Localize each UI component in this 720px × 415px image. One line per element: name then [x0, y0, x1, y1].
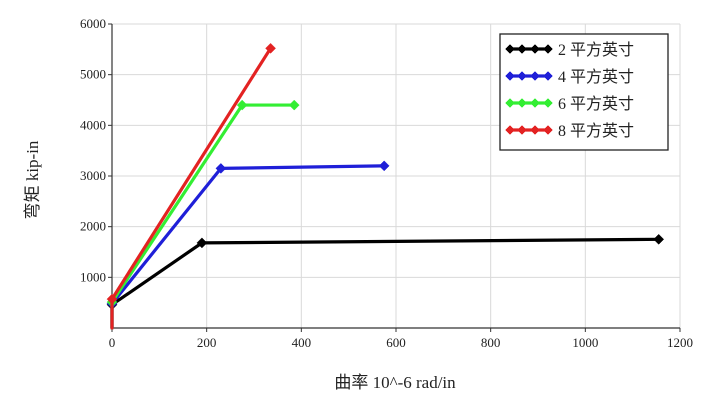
y-tick-label: 1000: [80, 269, 106, 284]
data-point-marker: [378, 160, 390, 172]
legend-item: 8 平方英寸: [505, 122, 634, 140]
legend: 2 平方英寸 4 平方英寸 6 平方英寸 8 平方英寸: [499, 33, 669, 151]
legend-marker: [543, 98, 553, 108]
legend-marker: [517, 98, 527, 108]
y-tick-label: 2000: [80, 219, 106, 234]
legend-label: 8 平方英寸: [558, 122, 634, 140]
series-1: [106, 233, 665, 330]
series-group: [106, 42, 665, 330]
data-point-marker: [288, 99, 300, 111]
legend-label: 2 平方英寸: [558, 41, 634, 59]
x-tick-label: 800: [481, 335, 501, 350]
x-tick-label: 1200: [667, 335, 693, 350]
data-point-marker: [653, 233, 665, 245]
series-line: [110, 237, 661, 330]
legend-marker: [517, 71, 527, 81]
y-tick-label: 5000: [80, 67, 106, 82]
y-tick-label: 4000: [80, 117, 106, 132]
legend-marker: [543, 71, 553, 81]
x-tick-label: 600: [386, 335, 406, 350]
data-point-marker: [236, 99, 248, 111]
legend-marker: [530, 125, 540, 135]
legend-marker: [505, 98, 515, 108]
legend-label: 4 平方英寸: [558, 68, 634, 86]
y-tick-label: 6000: [80, 16, 106, 31]
y-axis-title: 弯矩 kip-in: [23, 140, 42, 219]
series-line: [110, 103, 296, 330]
legend-item: 2 平方英寸: [505, 41, 634, 59]
x-tick-label: 1000: [572, 335, 598, 350]
data-point-marker: [106, 293, 118, 305]
legend-marker: [543, 44, 553, 54]
series-line: [110, 164, 386, 330]
y-tick-label: 3000: [80, 168, 106, 183]
axes: 0 200 400 600 800 1000 1200 1000 2000 3000 4000 500…: [80, 16, 693, 350]
data-point-marker: [196, 237, 208, 249]
data-point-marker: [215, 163, 227, 174]
legend-item: 4 平方英寸: [505, 68, 634, 86]
legend-marker: [505, 71, 515, 81]
legend-marker: [505, 125, 515, 135]
legend-marker: [530, 44, 540, 54]
legend-marker: [530, 71, 540, 81]
series-line: [110, 46, 273, 330]
legend-marker: [543, 125, 553, 135]
x-tick-label: 200: [197, 335, 217, 350]
legend-item: 6 平方英寸: [505, 95, 634, 113]
legend-marker: [517, 44, 527, 54]
data-point-marker: [265, 42, 276, 54]
series-3: [106, 99, 300, 330]
x-axis-title: 曲率 10^-6 rad/in: [334, 373, 456, 392]
x-tick-label: 0: [109, 335, 116, 350]
legend-label: 6 平方英寸: [558, 95, 634, 113]
series-4: [106, 42, 276, 330]
legend-marker: [505, 44, 515, 54]
x-tick-label: 400: [292, 335, 312, 350]
legend-marker: [530, 98, 540, 108]
legend-marker: [517, 125, 527, 135]
